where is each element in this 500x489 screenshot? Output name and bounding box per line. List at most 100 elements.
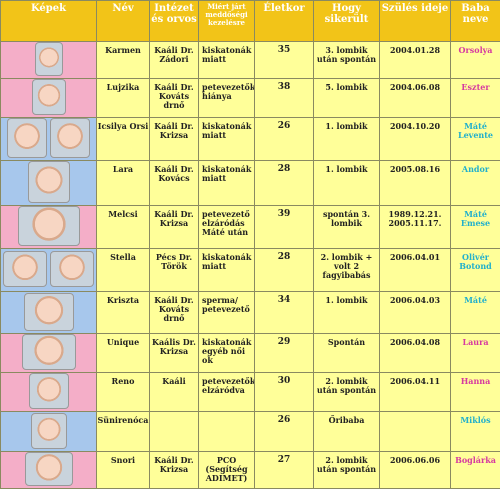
cell-inst: Kaáli Dr. Zádori <box>150 42 199 79</box>
cell-baby: Máté <box>451 292 500 334</box>
cell-baby: Máté Emese <box>451 206 500 249</box>
cell-date: 2004.06.08 <box>380 79 451 118</box>
cell-age: 26 <box>255 118 314 161</box>
baby-photo <box>1 79 97 118</box>
baby-photo-icon <box>18 206 80 246</box>
cell-inst: Kaáli <box>150 373 199 412</box>
cell-date <box>380 412 451 452</box>
table-row: Kriszta Kaáli Dr. Kováts drnő sperma/ pe… <box>1 292 500 334</box>
cell-name: Reno <box>97 373 150 412</box>
cell-age: 26 <box>255 412 314 452</box>
cell-name: Sünirenóca <box>97 412 150 452</box>
cell-name: Snori <box>97 452 150 489</box>
cell-inst: Kaáli Dr. Krizsa <box>150 452 199 489</box>
cell-baby: Laura <box>451 334 500 373</box>
baby-photo <box>1 334 97 373</box>
table-row: Unique Kaális Dr. Krizsa kiskatonák egyé… <box>1 334 500 373</box>
cell-how: 2. lombik után spontán <box>314 373 380 412</box>
baby-photo-icon <box>31 413 67 449</box>
cell-name: Kriszta <box>97 292 150 334</box>
cell-reason: kiskatonák miatt <box>199 42 255 79</box>
table-row: Lujzika Kaáli Dr. Kováts drnő petevezető… <box>1 79 500 118</box>
header-intezet: Intézet és orvos <box>150 1 199 42</box>
baby-photo-icon <box>25 452 73 486</box>
cell-date: 2004.10.20 <box>380 118 451 161</box>
cell-age: 34 <box>255 292 314 334</box>
cell-date: 2004.01.28 <box>380 42 451 79</box>
cell-name: Icsilya Orsi <box>97 118 150 161</box>
cell-age: 30 <box>255 373 314 412</box>
cell-how: Őribaba <box>314 412 380 452</box>
baby-photo <box>1 292 97 334</box>
cell-age: 28 <box>255 249 314 292</box>
header-row: Képek Név Intézet és orvos Miért járt me… <box>1 1 500 42</box>
cell-age: 28 <box>255 161 314 206</box>
cell-how: spontán 3. lombik <box>314 206 380 249</box>
baby-photo-icon <box>28 161 70 203</box>
cell-date: 1989.12.21. 2005.11.17. <box>380 206 451 249</box>
table-row: Karmen Kaáli Dr. Zádori kiskatonák miatt… <box>1 42 500 79</box>
cell-date: 2006.04.08 <box>380 334 451 373</box>
header-miert: Miért járt meddőségi kezelésre <box>199 1 255 42</box>
baby-photo <box>1 412 97 452</box>
cell-reason: kiskatonák egyéb női ok <box>199 334 255 373</box>
cell-baby: Hanna <box>451 373 500 412</box>
cell-date: 2006.06.06 <box>380 452 451 489</box>
cell-how: 3. lombik után spontán <box>314 42 380 79</box>
cell-inst: Pécs Dr. Török <box>150 249 199 292</box>
header-eletkor: Életkor <box>255 1 314 42</box>
baby-photo <box>1 206 97 249</box>
table-row: Sünirenóca 26 Őribaba Miklós <box>1 412 500 452</box>
cell-age: 35 <box>255 42 314 79</box>
cell-baby: Orsolya <box>451 42 500 79</box>
cell-name: Unique <box>97 334 150 373</box>
header-szules: Szülés ideje <box>380 1 451 42</box>
cell-baby: Eszter <box>451 79 500 118</box>
cell-age: 39 <box>255 206 314 249</box>
table-row: Icsilya Orsi Kaáli Dr. Krizsa kiskatonák… <box>1 118 500 161</box>
baby-photo-icon <box>50 118 90 158</box>
cell-reason: petevezetők hiánya <box>199 79 255 118</box>
cell-baby: Olivér Botond <box>451 249 500 292</box>
baby-photo-icon <box>22 334 76 370</box>
cell-reason: kiskatonák miatt <box>199 118 255 161</box>
baby-photo-icon <box>3 251 47 287</box>
cell-name: Lujzika <box>97 79 150 118</box>
baby-photo <box>1 161 97 206</box>
header-hogy: Hogy sikerült <box>314 1 380 42</box>
cell-how: 1. lombik <box>314 292 380 334</box>
baby-photo <box>1 452 97 489</box>
baby-photo-icon <box>50 251 94 287</box>
cell-baby: Boglárka <box>451 452 500 489</box>
cell-reason: kiskatonák miatt <box>199 161 255 206</box>
table-row: Melcsi Kaáli Dr. Krizsa petevezető elzár… <box>1 206 500 249</box>
table-row: Reno Kaáli petevezetők elzáródva 30 2. l… <box>1 373 500 412</box>
cell-baby: Andor <box>451 161 500 206</box>
cell-reason: petevezetők elzáródva <box>199 373 255 412</box>
cell-baby: Miklós <box>451 412 500 452</box>
header-nev: Név <box>97 1 150 42</box>
table-row: Snori Kaáli Dr. Krizsa PCO (Segítség ADI… <box>1 452 500 489</box>
cell-age: 38 <box>255 79 314 118</box>
cell-name: Melcsi <box>97 206 150 249</box>
cell-how: 2. lombik után spontán <box>314 452 380 489</box>
cell-inst: Kaáli Dr. Krizsa <box>150 206 199 249</box>
baby-name-1: Máté Emese <box>461 209 490 228</box>
cell-reason: sperma/ petevezető <box>199 292 255 334</box>
header-baba: Baba neve <box>451 1 500 42</box>
cell-inst: Kaáli Dr. Kováts drnő <box>150 292 199 334</box>
baby-photo <box>1 118 97 161</box>
cell-inst: Kaáli Dr. Kovács <box>150 161 199 206</box>
cell-name: Lara <box>97 161 150 206</box>
baby-photo <box>1 249 97 292</box>
cell-reason <box>199 412 255 452</box>
baby-photo-icon <box>29 373 69 409</box>
cell-reason: petevezető elzáródás Máté után <box>199 206 255 249</box>
baby-photo-icon <box>32 79 66 115</box>
cell-date: 2006.04.01 <box>380 249 451 292</box>
cell-inst: Kaáli Dr. Kováts drnő <box>150 79 199 118</box>
cell-reason: PCO (Segítség ADIMET) <box>199 452 255 489</box>
cell-baby: Máté Levente <box>451 118 500 161</box>
cell-age: 29 <box>255 334 314 373</box>
